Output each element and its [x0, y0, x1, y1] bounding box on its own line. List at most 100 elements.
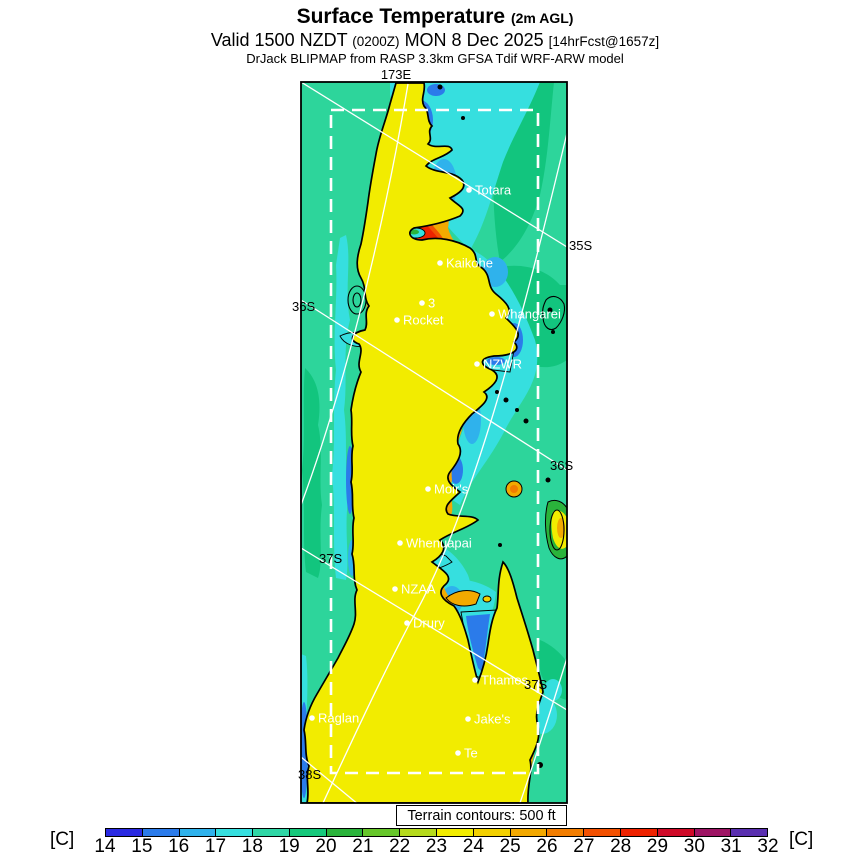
colorbar-tick-16: 16: [168, 836, 190, 857]
colorbar-segment-30-31: [694, 829, 732, 836]
site-label: Jake's: [474, 712, 511, 727]
colorbar-tick-21: 21: [352, 836, 374, 857]
site-marker-3: 3: [419, 296, 435, 311]
graticule-lines: [301, 82, 567, 803]
valid-time-line: Valid 1500 NZDT (0200Z) MON 8 Dec 2025 […: [20, 30, 850, 52]
site-dot: [394, 317, 400, 323]
map-frame: [300, 81, 568, 804]
colorbar-segment-28-29: [620, 829, 658, 836]
colorbar-segment-21-22: [363, 829, 401, 836]
site-label: Raglan: [318, 711, 359, 726]
site-label: 3: [428, 296, 435, 311]
grid-label-37s-5: 37S: [524, 677, 547, 692]
grid-label-38s-6: 38S: [298, 767, 321, 782]
colorbar-segment-25-26: [510, 829, 548, 836]
site-marker-nzaa: NZAA: [392, 582, 436, 597]
colorbar-unit-left: [C]: [50, 829, 75, 850]
site-marker-raglan: Raglan: [309, 711, 359, 726]
colorbar-tick-15: 15: [131, 836, 153, 857]
site-label: Drury: [413, 616, 445, 631]
colorbar-segment-31-32: [731, 829, 768, 836]
site-label: NZWR: [483, 357, 522, 372]
colorbar-segment-27-28: [584, 829, 621, 836]
colorbar-tick-29: 29: [646, 836, 669, 857]
title-main: Surface Temperature: [296, 5, 506, 28]
site-marker-te: Te: [455, 746, 478, 761]
colorbar-tick-18: 18: [241, 836, 263, 857]
site-dot: [437, 260, 443, 266]
site-label: Te: [464, 746, 478, 761]
colorbar-tick-19: 19: [278, 836, 300, 857]
model-line: DrJack BLIPMAP from RASP 3.3km GFSA Tdif…: [246, 50, 624, 66]
site-dot: [419, 300, 425, 306]
page-title: Surface Temperature (2m AGL): [20, 5, 850, 28]
site-marker-kaikohe: Kaikohe: [437, 256, 493, 271]
colorbar-segment-14-15: [106, 829, 143, 836]
colorbar-segment-19-20: [289, 829, 327, 836]
colorbar-unit-right: [C]: [789, 829, 814, 850]
colorbar-tick-24: 24: [462, 836, 484, 857]
colorbar-segment-15-16: [142, 829, 180, 836]
colorbar-tick-14: 14: [94, 836, 116, 857]
colorbar-segment-17-18: [216, 829, 254, 836]
site-marker-jake-s: Jake's: [465, 712, 511, 727]
forecast-cycle: [14hrFcst@1657z]: [548, 34, 660, 50]
site-marker-moir-s: Moir's: [425, 482, 469, 497]
site-dot: [455, 750, 461, 756]
terrain-contours-note: Terrain contours: 500 ft: [396, 805, 567, 826]
site-marker-drury: Drury: [404, 616, 445, 631]
valid-utc: (0200Z): [352, 34, 400, 50]
colorbar-tick-26: 26: [536, 836, 558, 857]
site-dot: [474, 361, 480, 367]
site-dot: [489, 311, 495, 317]
colorbar-segment-26-27: [547, 829, 585, 836]
colorbar-tick-25: 25: [499, 836, 521, 857]
colorbar-tick-20: 20: [315, 836, 337, 857]
site-dot: [472, 677, 478, 683]
site-markers: Totara Kaikohe 3 Rocket Whangarei NZWR Moir's W…: [309, 183, 561, 761]
colorbar-segment-24-25: [473, 829, 511, 836]
colorbar-tick-labels: 14 15 16 17 18 19 20 21 22 23 24 25 26 27 28 29 30 31 32: [0, 836, 850, 858]
site-label: Totara: [475, 183, 512, 198]
site-dot: [397, 540, 403, 546]
map-canvas: [301, 82, 567, 803]
grid-label-37s-4: 37S: [319, 551, 342, 566]
site-dot: [425, 486, 431, 492]
colorbar-segment-20-21: [326, 829, 364, 836]
site-marker-nzwr: NZWR: [474, 357, 522, 372]
site-label: Kaikohe: [446, 256, 493, 271]
grid-label-36s-3: 36S: [550, 458, 573, 473]
colorbar-tick-22: 22: [389, 836, 411, 857]
temperature-colorbar: [105, 828, 768, 837]
colorbar-segment-29-30: [657, 829, 695, 836]
colorbar-tick-23: 23: [425, 836, 448, 857]
colorbar-tick-31: 31: [720, 836, 742, 857]
site-dot: [465, 716, 471, 722]
valid-prefix: Valid 1500 NZDT: [210, 30, 348, 51]
colorbar-tick-27: 27: [573, 836, 595, 857]
colorbar-tick-28: 28: [610, 836, 632, 857]
grid-label-36s-2: 36S: [292, 299, 315, 314]
site-marker-whangarei: Whangarei: [489, 307, 561, 322]
grid-labels: 173E 35S 36S 36S 37S 37S 38S: [292, 67, 592, 782]
site-label: Whangarei: [498, 307, 561, 322]
colorbar-segment-16-17: [179, 829, 217, 836]
site-label: NZAA: [401, 582, 436, 597]
colorbar-segment-23-24: [437, 829, 474, 836]
domain-boundary-box: [329, 108, 540, 775]
grid-label-173e-0: 173E: [381, 67, 412, 82]
site-dot: [404, 620, 410, 626]
colorbar-segment-18-19: [253, 829, 290, 836]
site-label: Rocket: [403, 313, 444, 328]
site-label: Moir's: [434, 482, 469, 497]
valid-date: MON 8 Dec 2025: [404, 30, 544, 51]
grid-label-35s-1: 35S: [569, 238, 592, 253]
site-marker-rocket: Rocket: [394, 313, 444, 328]
colorbar-tick-30: 30: [683, 836, 705, 857]
title-suffix: (2m AGL): [510, 10, 574, 26]
colorbar-segment-22-23: [400, 829, 438, 836]
colorbar-tick-32: 32: [757, 836, 779, 857]
site-dot: [466, 187, 472, 193]
